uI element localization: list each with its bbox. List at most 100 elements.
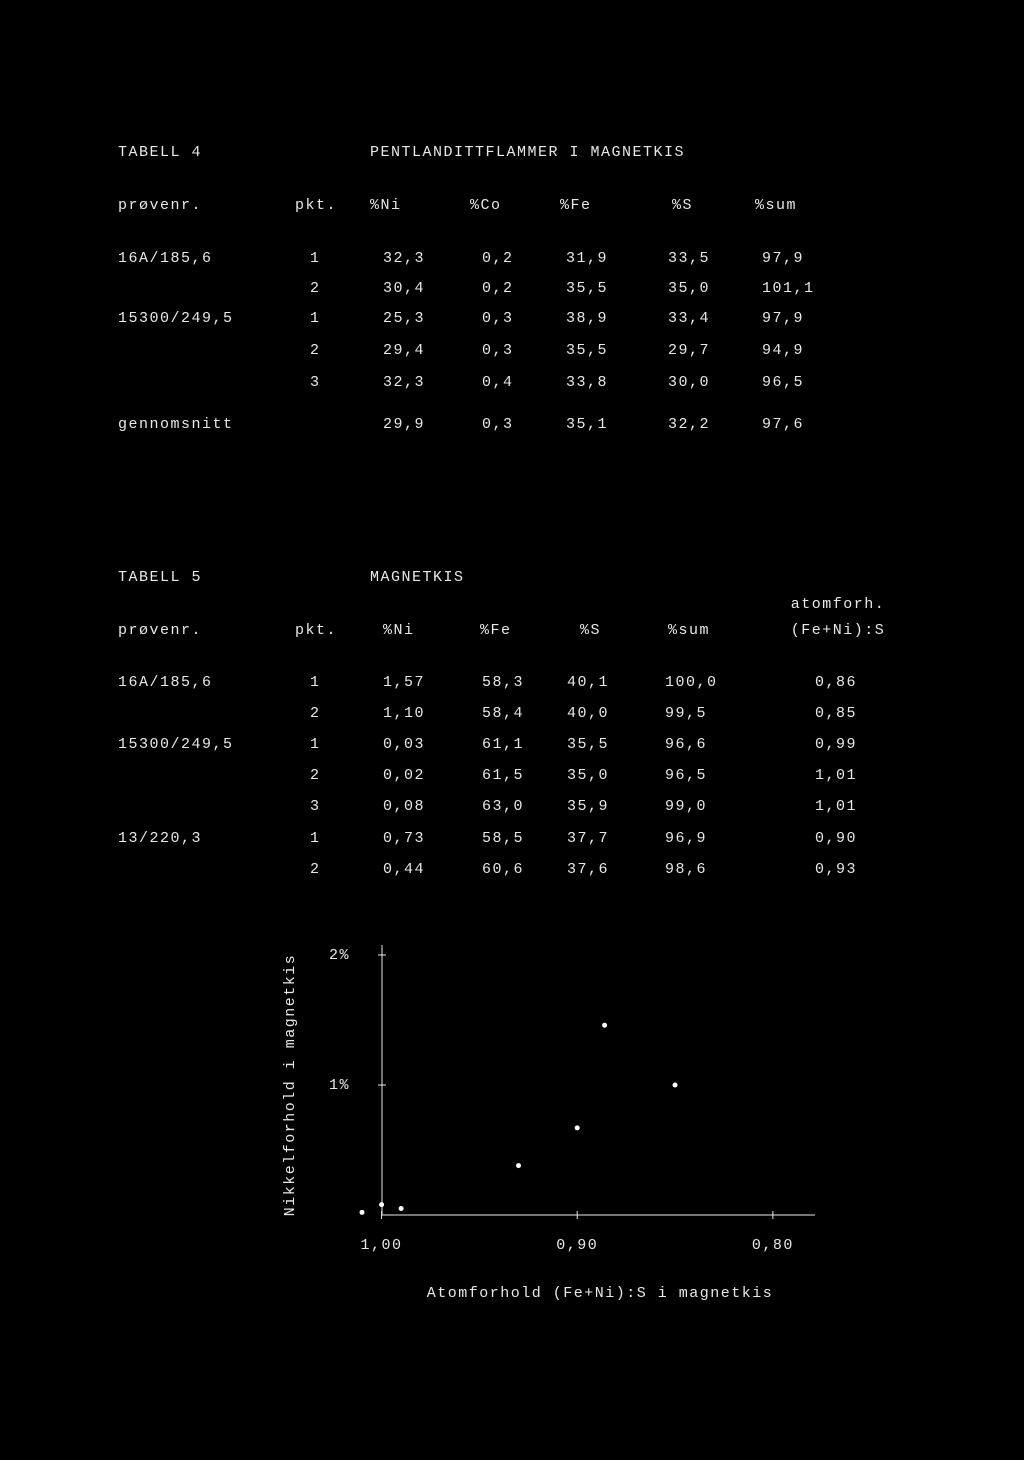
column-header: pkt. <box>295 197 337 214</box>
table-cell: 30,4 <box>383 280 425 297</box>
column-header: pkt. <box>295 622 337 639</box>
table-cell: 1,10 <box>383 705 425 722</box>
table-cell: 1,01 <box>815 798 857 815</box>
column-header: prøvenr. <box>118 622 202 639</box>
table-cell: 30,0 <box>668 374 710 391</box>
table-cell: 29,7 <box>668 342 710 359</box>
point <box>574 1125 580 1131</box>
table-label: TABELL 5 <box>118 569 202 586</box>
table-cell: 0,86 <box>815 674 857 691</box>
table-cell: 1 <box>310 736 321 753</box>
table-cell: 31,9 <box>566 250 608 267</box>
point <box>379 1202 385 1208</box>
table-cell: 37,6 <box>567 861 609 878</box>
column-header: %S <box>672 197 693 214</box>
table-cell: 35,9 <box>567 798 609 815</box>
table-cell: 32,3 <box>383 374 425 391</box>
table-cell: 99,5 <box>665 705 707 722</box>
y-tick-label: 2% <box>329 947 350 964</box>
table-cell: 0,44 <box>383 861 425 878</box>
table-cell: 35,1 <box>566 416 608 433</box>
table-cell: 1,57 <box>383 674 425 691</box>
table-cell: 40,1 <box>567 674 609 691</box>
point <box>516 1163 522 1169</box>
table-cell: 35,5 <box>567 736 609 753</box>
table-cell: 97,6 <box>762 416 804 433</box>
table-cell: 61,1 <box>482 736 524 753</box>
column-header: %S <box>580 622 601 639</box>
table-cell: 1 <box>310 830 321 847</box>
column-header: %Ni <box>383 622 415 639</box>
table-cell: 2 <box>310 861 321 878</box>
table-cell: 0,85 <box>815 705 857 722</box>
table-cell: 15300/249,5 <box>118 310 234 327</box>
table-cell: 0,08 <box>383 798 425 815</box>
table-cell: 100,0 <box>665 674 718 691</box>
table-cell: 2 <box>310 280 321 297</box>
table-cell: 33,5 <box>668 250 710 267</box>
table-cell: 0,3 <box>482 310 514 327</box>
x-tick-label: 0,90 <box>556 1237 598 1254</box>
table-cell: 0,4 <box>482 374 514 391</box>
table-cell: 61,5 <box>482 767 524 784</box>
table-cell: 58,3 <box>482 674 524 691</box>
table-cell: 0,3 <box>482 416 514 433</box>
table-cell: 33,4 <box>668 310 710 327</box>
table-cell: 38,9 <box>566 310 608 327</box>
table-cell: gennomsnitt <box>118 416 234 433</box>
table-cell: 2 <box>310 705 321 722</box>
column-header: atomforh. <box>791 596 886 613</box>
column-header: %sum <box>755 197 797 214</box>
table-label: TABELL 4 <box>118 144 202 161</box>
table-cell: 1 <box>310 310 321 327</box>
table-cell: 0,02 <box>383 767 425 784</box>
table-title: MAGNETKIS <box>370 569 465 586</box>
column-header: %sum <box>668 622 710 639</box>
x-tick-label: 0,80 <box>752 1237 794 1254</box>
table-cell: 35,0 <box>668 280 710 297</box>
table-cell: 2 <box>310 767 321 784</box>
table-cell: 35,5 <box>566 342 608 359</box>
table-cell: 16A/185,6 <box>118 674 213 691</box>
table-title: PENTLANDITTFLAMMER I MAGNETKIS <box>370 144 685 161</box>
point <box>602 1022 608 1028</box>
table-cell: 0,73 <box>383 830 425 847</box>
table-cell: 0,2 <box>482 280 514 297</box>
table-cell: 33,8 <box>566 374 608 391</box>
table-cell: 97,9 <box>762 250 804 267</box>
table-cell: 15300/249,5 <box>118 736 234 753</box>
table-cell: 1 <box>310 674 321 691</box>
table-cell: 0,93 <box>815 861 857 878</box>
table-cell: 0,99 <box>815 736 857 753</box>
table-cell: 29,4 <box>383 342 425 359</box>
table-cell: 13/220,3 <box>118 830 202 847</box>
table-cell: 98,6 <box>665 861 707 878</box>
table-cell: 58,5 <box>482 830 524 847</box>
table-cell: 0,3 <box>482 342 514 359</box>
column-header: prøvenr. <box>118 197 202 214</box>
table-cell: 3 <box>310 798 321 815</box>
table-cell: 2 <box>310 342 321 359</box>
point <box>398 1206 404 1211</box>
column-header: %Fe <box>560 197 592 214</box>
table-cell: 32,2 <box>668 416 710 433</box>
table-cell: 96,5 <box>762 374 804 391</box>
column-header: %Ni <box>370 197 402 214</box>
table-cell: 35,5 <box>566 280 608 297</box>
table-cell: 99,0 <box>665 798 707 815</box>
point <box>359 1209 365 1215</box>
table-cell: 96,5 <box>665 767 707 784</box>
point <box>672 1082 678 1088</box>
table-cell: 0,90 <box>815 830 857 847</box>
x-tick-label: 1,00 <box>361 1237 403 1254</box>
column-header: %Co <box>470 197 502 214</box>
table-cell: 63,0 <box>482 798 524 815</box>
x-axis-title: Atomforhold (Fe+Ni):S i magnetkis <box>427 1285 774 1302</box>
table-cell: 16A/185,6 <box>118 250 213 267</box>
table-cell: 97,9 <box>762 310 804 327</box>
table-cell: 58,4 <box>482 705 524 722</box>
table-cell: 3 <box>310 374 321 391</box>
table-cell: 35,0 <box>567 767 609 784</box>
